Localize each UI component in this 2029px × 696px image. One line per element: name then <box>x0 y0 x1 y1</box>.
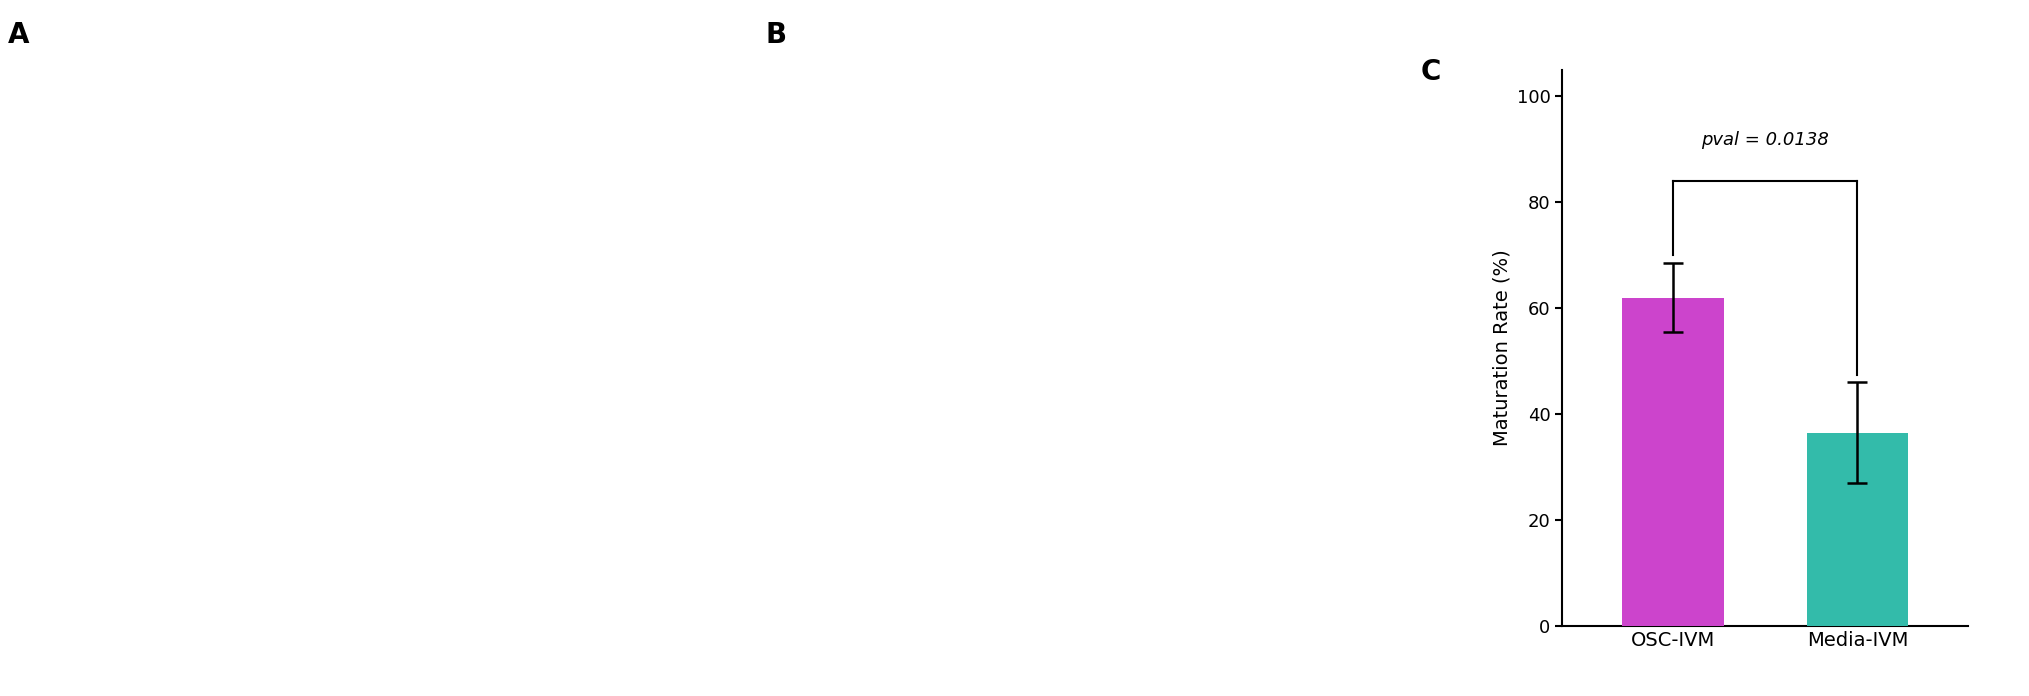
Y-axis label: Maturation Rate (%): Maturation Rate (%) <box>1491 250 1512 446</box>
Bar <box>1623 298 1725 626</box>
Text: B: B <box>765 21 787 49</box>
Bar <box>1806 433 1907 626</box>
Text: C: C <box>1420 58 1441 86</box>
Text: A: A <box>8 21 28 49</box>
Text: pval = 0.0138: pval = 0.0138 <box>1700 131 1830 149</box>
